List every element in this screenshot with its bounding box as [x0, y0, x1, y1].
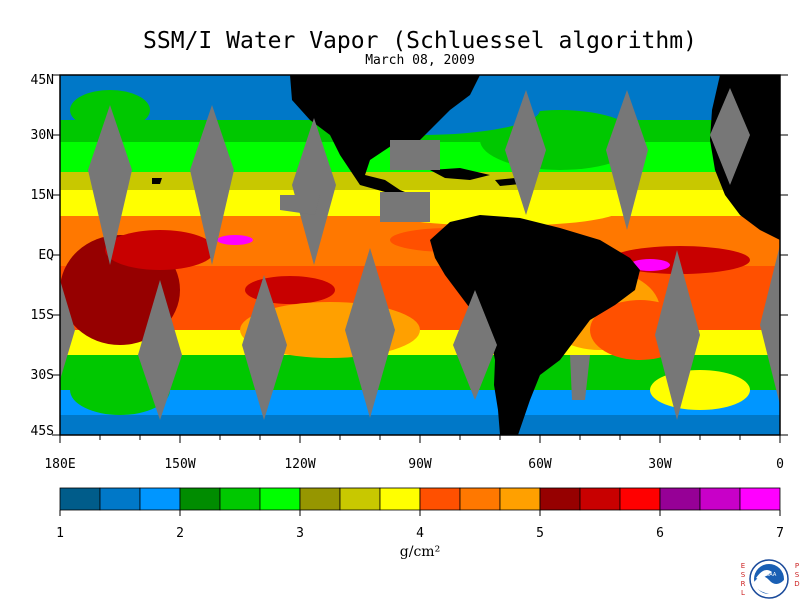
colorbar-swatch [339, 487, 381, 511]
lon-label-180e: 180E [44, 457, 76, 472]
lat-label-30s: 30S [30, 368, 54, 383]
svg-text:NOAA: NOAA [762, 572, 777, 578]
colorbar-swatch [699, 487, 741, 511]
colorbar-swatch [219, 487, 261, 511]
hispaniola [495, 178, 520, 186]
colorbar-swatch [99, 487, 141, 511]
colorbar-swatch [539, 487, 581, 511]
lat-label-45n: 45N [30, 73, 54, 88]
north-america [290, 75, 480, 210]
south-america [430, 215, 640, 435]
data-gaps [60, 88, 780, 420]
lon-label-120w: 120W [284, 457, 316, 472]
colorbar-units: g/cm² [399, 544, 441, 560]
colorbar-swatch [459, 487, 501, 511]
colorbar-swatch [259, 487, 301, 511]
lat-label-15s: 15S [30, 308, 54, 323]
map-plot-area [60, 75, 780, 435]
colorbar-tick-7: 7 [776, 526, 784, 541]
colorbar-swatch [419, 487, 461, 511]
lat-label-30n: 30N [30, 128, 54, 143]
colorbar-tick-3: 3 [296, 526, 304, 541]
lon-label-0: 0 [776, 457, 784, 472]
lon-label-30w: 30W [648, 457, 672, 472]
colorbar-swatch [299, 487, 341, 511]
colorbar-tick-4: 4 [416, 526, 424, 541]
colorbar-tick-1: 1 [56, 526, 64, 541]
lat-label-15n: 15N [30, 188, 54, 203]
map-date: March 08, 2009 [365, 53, 475, 68]
colorbar-swatch [619, 487, 661, 511]
colorbar-tick-6: 6 [656, 526, 664, 541]
colorbar-swatch [659, 487, 701, 511]
colorbar-swatch [499, 487, 541, 511]
colorbar-swatch [579, 487, 621, 511]
colorbar-swatch [739, 487, 781, 511]
colorbar-swatch [139, 487, 181, 511]
axis-ticks [52, 74, 788, 443]
map-title: SSM/I Water Vapor (Schluessel algorithm) [143, 28, 697, 54]
colorbar-swatch [179, 487, 221, 511]
lon-label-150w: 150W [164, 457, 196, 472]
colorbar-swatch [379, 487, 421, 511]
colorbar-tick-5: 5 [536, 526, 544, 541]
colorbar-swatch [59, 487, 101, 511]
lat-label-45s: 45S [30, 424, 54, 439]
land [152, 75, 780, 435]
lat-label-eq: EQ [38, 248, 54, 263]
lon-label-90w: 90W [408, 457, 432, 472]
lon-label-60w: 60W [528, 457, 552, 472]
band-olive-n [60, 172, 780, 190]
colorbar-tick-2: 2 [176, 526, 184, 541]
noaa-logo: NOAA [749, 559, 789, 599]
cuba [430, 168, 490, 180]
